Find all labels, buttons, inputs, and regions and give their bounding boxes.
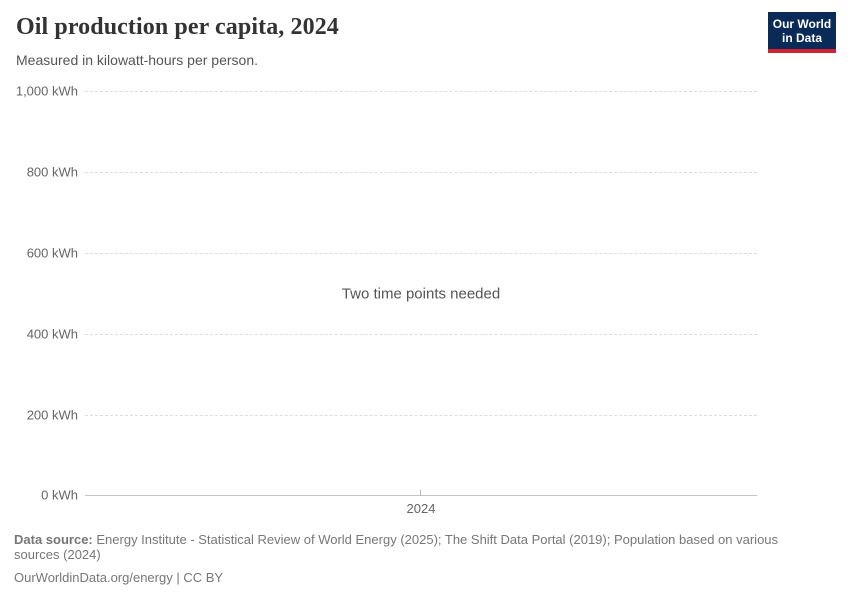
- y-axis-tick-label: 0 kWh: [41, 487, 78, 503]
- chart-footer: Data source: Energy Institute - Statisti…: [14, 532, 814, 585]
- gridline: [85, 415, 757, 416]
- owid-logo-line1: Our World: [772, 17, 832, 31]
- attribution-line: OurWorldinData.org/energy | CC BY: [14, 570, 814, 585]
- page-title: Oil production per capita, 2024: [16, 14, 339, 40]
- gridline: [85, 334, 757, 335]
- y-axis-tick-label: 400 kWh: [26, 326, 78, 342]
- x-axis-line: [85, 495, 757, 496]
- empty-state-message: Two time points needed: [341, 285, 501, 303]
- gridline: [85, 172, 757, 173]
- data-source-line: Data source: Energy Institute - Statisti…: [14, 532, 814, 562]
- page-subtitle: Measured in kilowatt-hours per person.: [16, 52, 259, 68]
- gridline: [85, 253, 757, 254]
- x-axis-tick-mark: [420, 490, 421, 496]
- y-axis-tick-label: 800 kWh: [26, 164, 78, 180]
- attribution-separator: |: [176, 570, 180, 585]
- y-axis-tick-label: 1,000 kWh: [15, 83, 78, 99]
- data-source-text: Energy Institute - Statistical Review of…: [14, 532, 779, 562]
- owid-logo[interactable]: Our World in Data: [768, 12, 836, 53]
- y-axis-tick-label: 200 kWh: [26, 407, 78, 423]
- x-axis-tick-label: 2024: [406, 501, 436, 516]
- owid-logo-line2: in Data: [781, 31, 822, 45]
- gridline: [85, 91, 757, 92]
- y-axis-tick-label: 600 kWh: [26, 245, 78, 261]
- data-source-label: Data source:: [14, 532, 93, 547]
- license-link[interactable]: CC BY: [183, 570, 224, 585]
- owid-energy-link[interactable]: OurWorldinData.org/energy: [14, 570, 173, 585]
